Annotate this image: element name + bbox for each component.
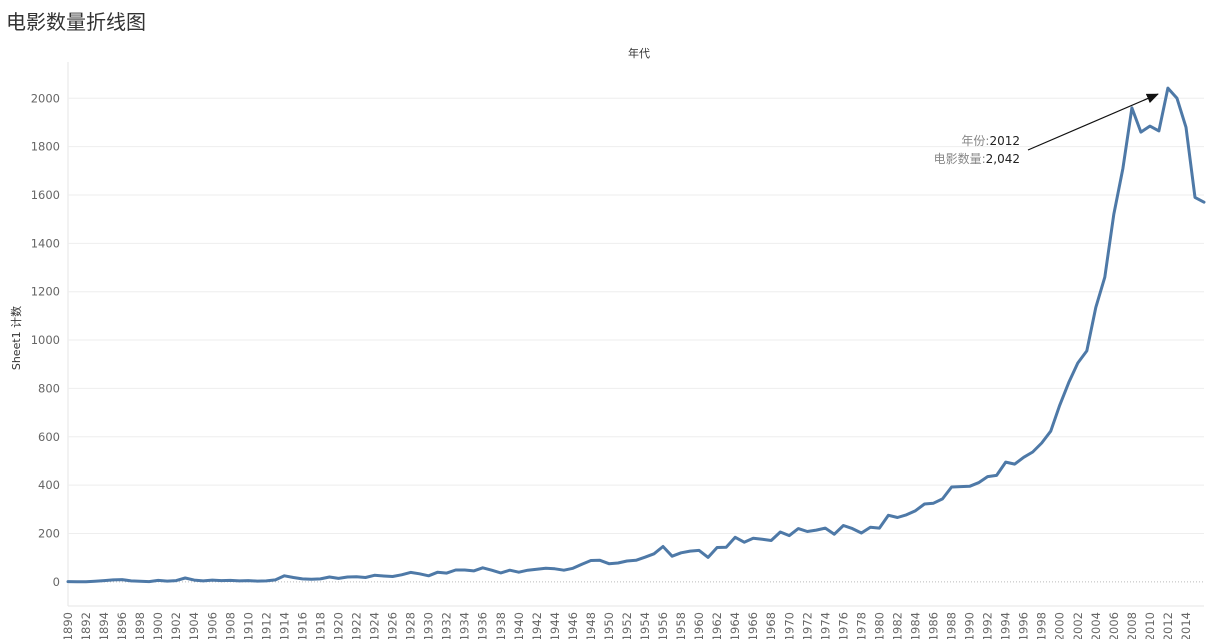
x-tick-label: 1912 [259, 612, 273, 639]
x-tick-label: 1918 [313, 612, 327, 639]
x-tick-label: 1992 [981, 612, 995, 639]
annotation-count: 电影数量:2,042 [934, 151, 1020, 166]
x-tick-label: 1952 [620, 612, 634, 639]
x-tick-label: 1922 [350, 612, 364, 639]
x-tick-label: 1930 [422, 612, 436, 639]
x-tick-label: 1926 [386, 612, 400, 639]
x-tick-label: 1892 [79, 612, 93, 639]
x-tick-label: 2014 [1179, 612, 1193, 639]
annotation-count-value: 2,042 [986, 152, 1020, 166]
x-tick-label: 1998 [1035, 612, 1049, 639]
y-tick-label: 1000 [31, 333, 60, 347]
y-tick-label: 2000 [31, 91, 60, 105]
x-tick-label: 1958 [674, 612, 688, 639]
x-tick-label: 1962 [710, 612, 724, 639]
x-tick-label: 1904 [187, 612, 201, 639]
x-tick-label: 2004 [1089, 612, 1103, 639]
x-tick-label: 2002 [1071, 612, 1085, 639]
y-axis-title: Sheet1 计数 [10, 306, 23, 370]
x-tick-label: 1944 [548, 612, 562, 639]
y-tick-label: 1600 [31, 188, 60, 202]
x-tick-label: 1948 [584, 612, 598, 639]
x-tick-label: 1972 [800, 612, 814, 639]
x-tick-label: 1942 [530, 612, 544, 639]
x-tick-label: 1900 [151, 612, 165, 639]
x-tick-label: 2006 [1107, 612, 1121, 639]
page-title: 电影数量折线图 [6, 10, 146, 34]
x-tick-label: 1978 [854, 612, 868, 639]
x-tick-label: 2008 [1125, 612, 1139, 639]
x-tick-label: 1896 [115, 612, 129, 639]
x-tick-label: 1890 [61, 612, 75, 639]
annotation-arrow [1027, 93, 1159, 151]
x-tick-label: 1936 [476, 612, 490, 639]
peak-annotation: 年份:2012 电影数量:2,042 [934, 93, 1159, 166]
x-tick-label: 1932 [440, 612, 454, 639]
x-tick-label: 1928 [404, 612, 418, 639]
x-tick-label: 2012 [1161, 612, 1175, 639]
x-tick-label: 1982 [890, 612, 904, 639]
x-tick-label: 1910 [241, 612, 255, 639]
y-tick-label: 200 [38, 526, 60, 540]
x-tick-label: 1924 [368, 612, 382, 639]
annotation-year: 年份:2012 [961, 134, 1020, 148]
x-tick-label: 1988 [945, 612, 959, 639]
y-tick-label: 1400 [31, 236, 60, 250]
x-tick-label: 1920 [331, 612, 345, 639]
x-tick-label: 1968 [764, 612, 778, 639]
y-axis-ticks: 0 200 400 600 800 1000 1200 1400 1600 1800 2000 [31, 91, 60, 589]
y-tick-label: 1800 [31, 140, 60, 154]
x-axis-ticks: 1890 1892 1894 1896 1898 1900 1902 1904 1906 1908… [61, 612, 1193, 639]
x-tick-label: 1894 [97, 612, 111, 639]
series-line-0 [66, 86, 1206, 584]
series-layer [66, 86, 1206, 584]
grid-lines [67, 62, 1204, 607]
x-tick-label: 1906 [205, 612, 219, 639]
y-tick-label: 600 [38, 430, 60, 444]
x-tick-label: 1914 [277, 612, 291, 639]
x-tick-label: 1976 [836, 612, 850, 639]
x-tick-label: 1984 [908, 612, 922, 639]
annotation-year-value: 2012 [989, 134, 1020, 148]
x-tick-label: 1974 [818, 612, 832, 639]
x-tick-label: 1990 [963, 612, 977, 639]
x-tick-label: 1938 [494, 612, 508, 639]
x-tick-label: 1946 [566, 612, 580, 639]
x-tick-label: 1908 [223, 612, 237, 639]
y-tick-label: 0 [53, 575, 60, 589]
x-tick-label: 1916 [295, 612, 309, 639]
x-tick-label: 1980 [872, 612, 886, 639]
x-tick-label: 1960 [692, 612, 706, 639]
annotation-year-label: 年份: [961, 134, 989, 148]
x-tick-label: 1898 [133, 612, 147, 639]
x-tick-label: 1996 [1017, 612, 1031, 639]
y-tick-label: 400 [38, 478, 60, 492]
y-tick-label: 1200 [31, 285, 60, 299]
x-tick-label: 1954 [638, 612, 652, 639]
x-tick-label: 1970 [782, 612, 796, 639]
x-tick-label: 1964 [728, 612, 742, 639]
x-tick-label: 1986 [927, 612, 941, 639]
x-tick-label: 1934 [458, 612, 472, 639]
x-tick-label: 1950 [602, 612, 616, 639]
x-tick-label: 1956 [656, 612, 670, 639]
y-tick-label: 800 [38, 381, 60, 395]
x-tick-label: 1902 [169, 612, 183, 639]
x-tick-label: 2010 [1143, 612, 1157, 639]
x-tick-label: 2000 [1053, 612, 1067, 639]
annotation-count-label: 电影数量: [934, 151, 986, 166]
x-axis-title: 年代 [628, 46, 650, 60]
x-tick-label: 1940 [512, 612, 526, 639]
x-tick-label: 1994 [999, 612, 1013, 639]
x-tick-label: 1966 [746, 612, 760, 639]
